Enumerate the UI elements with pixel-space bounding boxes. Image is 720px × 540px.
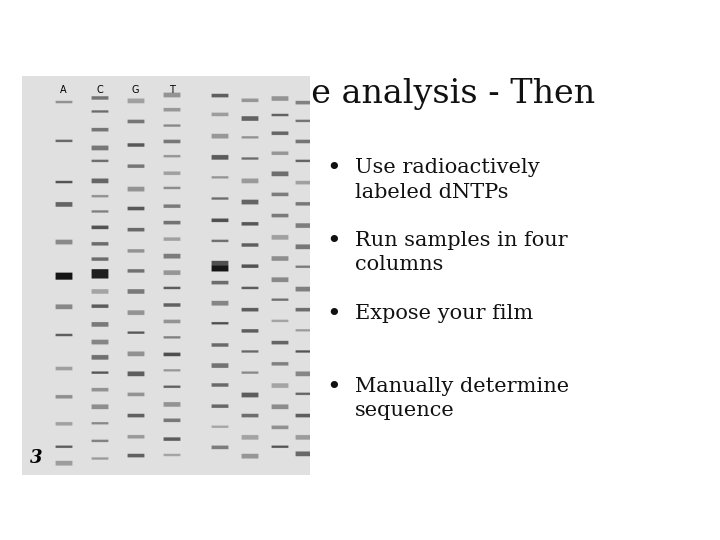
Text: •: • xyxy=(326,375,341,399)
Text: •: • xyxy=(326,302,341,326)
Text: C: C xyxy=(96,85,103,95)
Text: T: T xyxy=(168,85,174,95)
Text: •: • xyxy=(326,156,341,180)
Text: •: • xyxy=(326,229,341,253)
Text: www.carnegieinstitution.org: www.carnegieinstitution.org xyxy=(107,458,302,472)
Text: Expose your film: Expose your film xyxy=(355,304,534,323)
Text: Use radioactively
labeled dNTPs: Use radioactively labeled dNTPs xyxy=(355,158,540,201)
Text: A: A xyxy=(60,85,67,95)
Text: Manually determine
sequence: Manually determine sequence xyxy=(355,377,570,420)
Text: Sequence analysis - Then: Sequence analysis - Then xyxy=(166,78,595,110)
Text: G: G xyxy=(132,85,140,95)
Text: 3: 3 xyxy=(30,449,42,467)
Text: Run samples in four
columns: Run samples in four columns xyxy=(355,231,567,274)
